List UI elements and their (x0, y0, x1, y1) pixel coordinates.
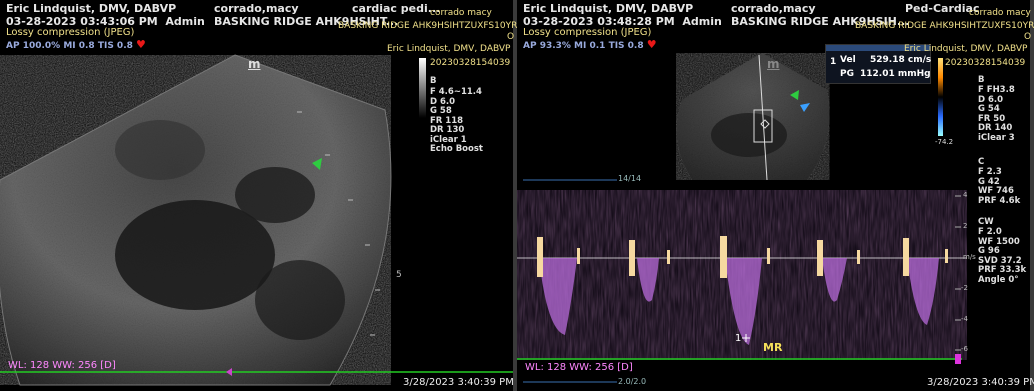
param-echo-boost: Echo Boost (430, 144, 483, 154)
overlay-o: O (1024, 32, 1032, 42)
param-depth: D 6.0 (430, 96, 456, 107)
owner-overlay: corrado macy (969, 8, 1031, 18)
exam-type: Ped-Cardiac (905, 2, 980, 15)
patient-name: corrado,macy (214, 2, 299, 15)
heart-icon: ♥ (136, 38, 146, 51)
b-param-depth: D 6.0 (978, 94, 1004, 105)
exam-timestamp: 03-28-2023 03:43:06 PM (6, 15, 158, 28)
scale-tick-4: 4 (963, 191, 968, 199)
pg-value: 112.01 mmHg (860, 69, 931, 79)
param-iclear: iClear 1 (430, 134, 467, 145)
cw-param-angle: Angle 0° (978, 274, 1019, 285)
b-mode-image (0, 54, 517, 386)
c-param-gain: G 42 (978, 176, 1000, 187)
window-level: WL: 128 WW: 256 [D] (8, 360, 116, 371)
orientation-marker: m (248, 57, 261, 71)
vel-value: 529.18 cm/s (870, 55, 932, 65)
window-level: WL: 128 WW: 256 [D] (525, 362, 633, 373)
clinic-name: BASKING RIDGE AHK9HSIHT... (214, 15, 399, 28)
b-params: F 4.6~11.4 D 6.0 G 58 FR 118 DR 130 iCle… (430, 87, 483, 155)
c-params: F 2.3 G 42 WF 746 PRF 4.6k (978, 167, 1021, 206)
cw-param-freq: F 2.0 (978, 227, 1002, 237)
footer-scale: 2.0/2.0 (618, 377, 647, 386)
vel-label: Vel (840, 55, 856, 65)
depth-label-5: 5 (396, 270, 402, 280)
frame-counter: 14/14 (618, 174, 642, 183)
cursor-label: 1 (735, 333, 742, 344)
param-frame-rate: FR 118 (430, 115, 464, 126)
ap-mi-line: AP 93.3% MI 0.1 TIS 0.8 ♥ (523, 38, 657, 51)
scale-tick-neg4: -4 (961, 315, 968, 323)
param-dynamic-range: DR 130 (430, 125, 465, 135)
cw-params: F 2.0 WF 1500 G 96 SVD 37.2 PRF 33.3k An… (978, 227, 1027, 285)
clinic-overlay: BASKING RIDGE AHK9HSIHTZUXFS10YR (338, 21, 517, 31)
footer-date: 3/28/2023 3:40:39 PM (403, 377, 514, 388)
heart-icon: ♥ (646, 38, 657, 51)
study-id: 20230328154039 (430, 58, 511, 68)
c-param-freq: F 2.3 (978, 167, 1002, 177)
measurement-index: 1 (830, 57, 837, 67)
study-id: 20230328154039 (945, 58, 1026, 68)
owner-overlay: corrado macy (430, 8, 492, 18)
compression-note: Lossy compression (JPEG) (6, 27, 135, 38)
c-param-wf: WF 746 (978, 186, 1014, 196)
panel-divider (513, 0, 517, 391)
mode-c-label: C (978, 157, 985, 167)
clinic-overlay: BASKING RIDGE AHK9HSIHTZUXFS10YR (855, 21, 1034, 31)
param-freq: F 4.6~11.4 (430, 87, 482, 97)
exam-timestamp-row: 03-28-2023 03:43:06 PM Admin (6, 16, 205, 28)
scale-tick-neg6: -6 (961, 345, 968, 353)
scale-tick-2: 2 (963, 222, 968, 230)
exam-type: cardiac pedi... (352, 2, 441, 15)
ap-mi-text: AP 100.0% MI 0.8 TIS 0.8 (6, 41, 133, 51)
b-param-gain: G 54 (978, 104, 1000, 114)
b-param-dynamic-range: DR 140 (978, 123, 1013, 133)
b-param-iclear: iClear 3 (978, 132, 1015, 143)
user-label: Admin (682, 15, 722, 28)
cw-param-gain: G 96 (978, 246, 1000, 256)
overlay-o: O (507, 32, 515, 42)
cw-param-prf: PRF 33.3k (978, 265, 1027, 275)
doctor-name: Eric Lindquist, DMV, DABVP (523, 2, 694, 15)
cw-param-wf: WF 1500 (978, 236, 1020, 247)
b-params: F FH3.8 D 6.0 G 54 FR 50 DR 140 iClear 3 (978, 85, 1015, 143)
b-param-freq: F FH3.8 (978, 85, 1015, 95)
patient-name: corrado,macy (731, 2, 816, 15)
ap-mi-line: AP 100.0% MI 0.8 TIS 0.8 ♥ (6, 38, 146, 51)
cw-param-svd: SVD 37.2 (978, 255, 1022, 266)
study-overlay: Eric Lindquist, DMV, DABVP (387, 44, 511, 54)
panel-divider-right (1030, 0, 1034, 391)
grayscale-bar (419, 58, 426, 118)
c-param-prf: PRF 4.6k (978, 195, 1021, 206)
mode-b-label: B (978, 75, 985, 85)
doppler-image (517, 53, 967, 383)
right-ultrasound-viewport[interactable]: Eric Lindquist, DMV, DABVP corrado,macy … (517, 0, 1034, 391)
scale-tick-neg2: -2 (961, 284, 968, 292)
mode-b-label: B (430, 76, 437, 86)
b-param-frame-rate: FR 50 (978, 113, 1006, 124)
doctor-name: Eric Lindquist, DMV, DABVP (6, 2, 177, 15)
measurement-box-header (826, 45, 930, 51)
param-gain: G 58 (430, 106, 452, 116)
mode-cw-label: CW (978, 217, 994, 227)
orientation-marker: m (767, 57, 780, 71)
footer-date: 3/28/2023 3:40:39 PM (927, 377, 1034, 388)
study-overlay: Eric Lindquist, DMV, DABVP (904, 44, 1028, 54)
mr-label: MR (763, 341, 783, 354)
exam-timestamp-row: 03-28-2023 03:48:28 PM Admin (523, 16, 722, 28)
pg-label: PG (840, 69, 854, 79)
measurement-box[interactable]: 1 Vel 529.18 cm/s PG 112.01 mmHg (825, 44, 931, 84)
color-scale-min: -74.2 (935, 138, 954, 146)
exam-timestamp: 03-28-2023 03:48:28 PM (523, 15, 675, 28)
clinic-name: BASKING RIDGE AHK9HSIH... (731, 15, 910, 28)
user-label: Admin (165, 15, 205, 28)
compression-note: Lossy compression (JPEG) (523, 27, 652, 38)
scale-unit: m/s (963, 253, 976, 261)
left-ultrasound-viewport[interactable]: Eric Lindquist, DMV, DABVP corrado,macy … (0, 0, 517, 391)
ap-mi-text: AP 93.3% MI 0.1 TIS 0.8 (523, 41, 644, 51)
